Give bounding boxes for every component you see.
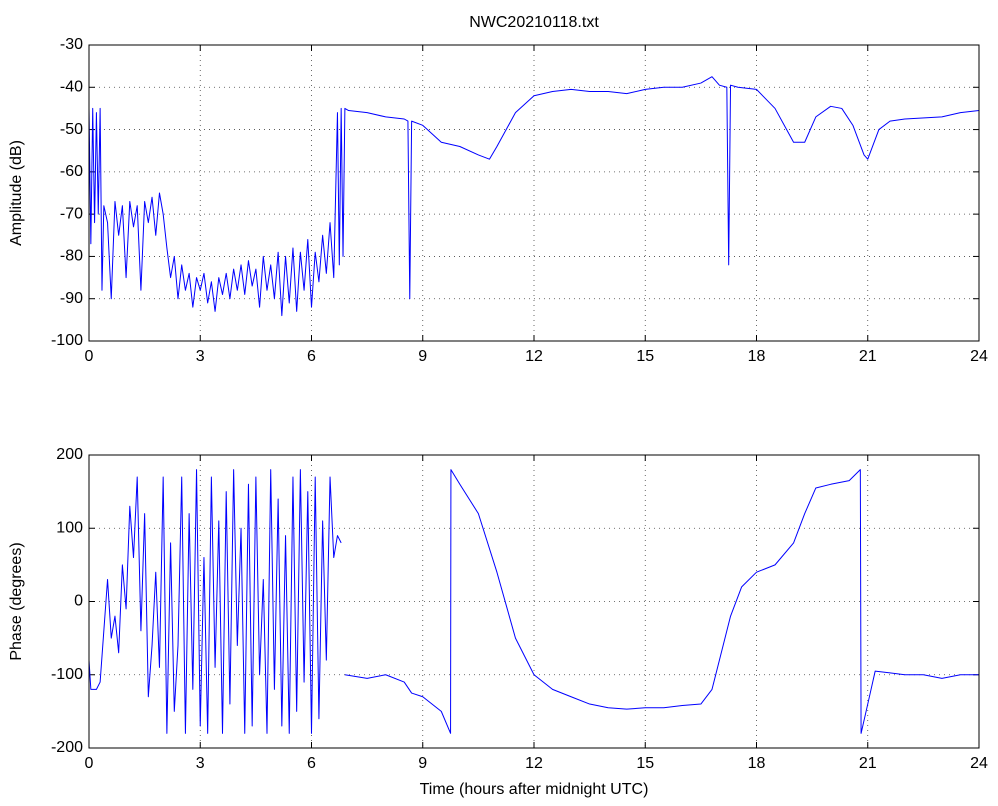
x-tick-label: 3: [196, 348, 205, 365]
x-tick-label: 0: [85, 755, 94, 772]
x-tick-label: 18: [748, 348, 766, 365]
x-tick-label: 12: [525, 755, 543, 772]
y-tick-label: -100: [51, 666, 83, 683]
y-tick-label: -70: [60, 205, 83, 222]
chart-title: NWC20210118.txt: [469, 14, 599, 31]
y-tick-label: 100: [56, 519, 83, 536]
axes-frame: [88, 44, 980, 342]
y-tick-label: -60: [60, 163, 83, 180]
y-tick-label: -200: [51, 739, 83, 756]
data-line: [88, 76, 980, 317]
y-tick-label: -50: [60, 121, 83, 138]
x-tick-label: 24: [970, 348, 988, 365]
y-tick-label: -100: [51, 332, 83, 349]
x-tick-label: 0: [85, 348, 94, 365]
data-line: [88, 469, 979, 734]
x-tick-label: 6: [307, 755, 316, 772]
axes-frame: [88, 454, 980, 749]
x-tick-label: 15: [636, 348, 654, 365]
y-tick-label: 0: [74, 593, 83, 610]
plot-area: [89, 45, 979, 341]
y-tick-label: 200: [56, 446, 83, 463]
x-tick-label: 21: [859, 348, 877, 365]
x-tick-label: 9: [418, 755, 427, 772]
x-tick-label: 3: [196, 755, 205, 772]
x-tick-label: 15: [636, 755, 654, 772]
y-tick-label: -30: [60, 36, 83, 53]
x-axis-label: Time (hours after midnight UTC): [420, 781, 649, 798]
y-axis-label: Phase (degrees): [8, 542, 25, 660]
x-tick-label: 24: [970, 755, 988, 772]
y-axis-label: Amplitude (dB): [8, 140, 25, 246]
x-tick-label: 18: [748, 755, 766, 772]
x-tick-label: 12: [525, 348, 543, 365]
y-tick-label: -40: [60, 79, 83, 96]
x-tick-label: 9: [418, 348, 427, 365]
y-tick-label: -90: [60, 290, 83, 307]
x-tick-label: 21: [859, 755, 877, 772]
y-tick-label: -80: [60, 248, 83, 265]
x-tick-label: 6: [307, 348, 316, 365]
